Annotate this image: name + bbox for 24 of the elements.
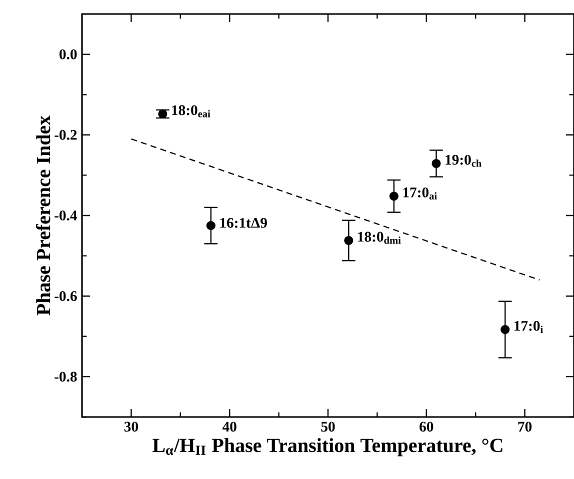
y-tick-label: -0.6 (54, 291, 77, 302)
y-tick-label: -0.2 (54, 130, 77, 140)
point (432, 158, 441, 168)
annotation: 17:0$_{ai}$ (403, 187, 437, 200)
x-tick-label: 60 (420, 422, 434, 432)
x-tick-label: 70 (518, 422, 532, 432)
point (500, 325, 510, 334)
point (206, 221, 216, 230)
point (344, 236, 354, 246)
point (158, 109, 168, 118)
y-tick-label: -0.4 (54, 210, 78, 220)
annotation: 18:0$_{eai}$ (172, 105, 210, 118)
x-tick-label: 30 (124, 422, 138, 432)
x-axis-title: L$_{α}$/H$_{II}$ Phase Transition Temperature, °C (152, 438, 502, 456)
annotation: 16:1tΔ9 (220, 218, 267, 228)
annotation: 17:0$_{i}$ (514, 320, 543, 333)
y-axis-title: Phase Preference Index (36, 115, 50, 316)
annotation: 18:0$_{dmi}$ (358, 232, 401, 244)
x-tick-label: 50 (321, 422, 335, 432)
y-tick-label: -0.8 (54, 372, 77, 382)
annotation: 19:0$_{ch}$ (446, 154, 482, 167)
x-tick-label: 40 (222, 422, 236, 432)
point (389, 192, 398, 201)
y-tick-label: 0.0 (60, 49, 77, 60)
